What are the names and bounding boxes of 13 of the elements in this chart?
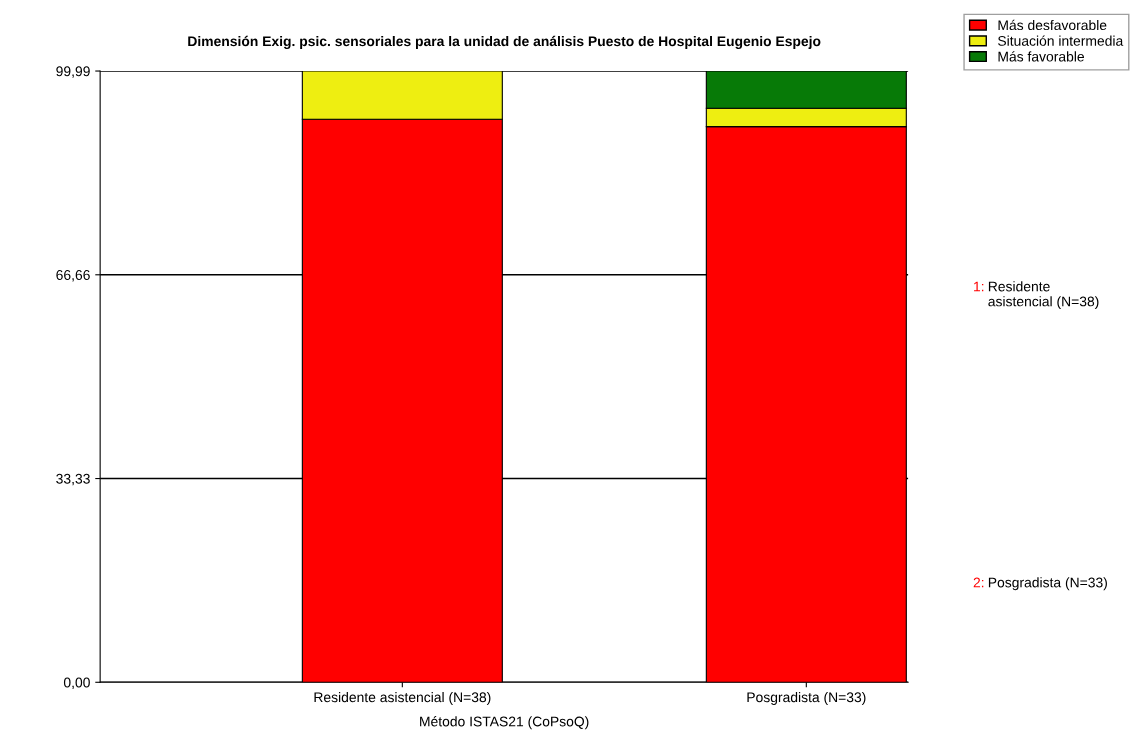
x-tick-label: Posgradista (N=33) [747, 692, 866, 705]
text: 1:Residente asistencial (N=38) [974, 281, 1099, 310]
legend-label: Más favorable [998, 51, 1085, 62]
y-tick-label: 0,00 [63, 677, 90, 690]
legend-label: Situación intermedia [998, 35, 1124, 46]
chart-title: Dimensión Exig. psic. sensoriales para la unidad de análisis Puesto de Hospital Eugenio Espejo [188, 35, 821, 49]
legend-label: Más desfavorable [998, 19, 1107, 31]
x-tick-label: Residente asistencial (N=38) [314, 692, 491, 705]
x-axis-title: Método ISTAS21 (CoPsoQ) [420, 716, 589, 730]
y-tick-label: 99,99 [56, 66, 90, 78]
y-tick-label: 33,33 [56, 473, 90, 486]
text: 2:Posgradista (N=33) [973, 577, 1107, 591]
y-tick-label: 66,66 [56, 270, 90, 282]
